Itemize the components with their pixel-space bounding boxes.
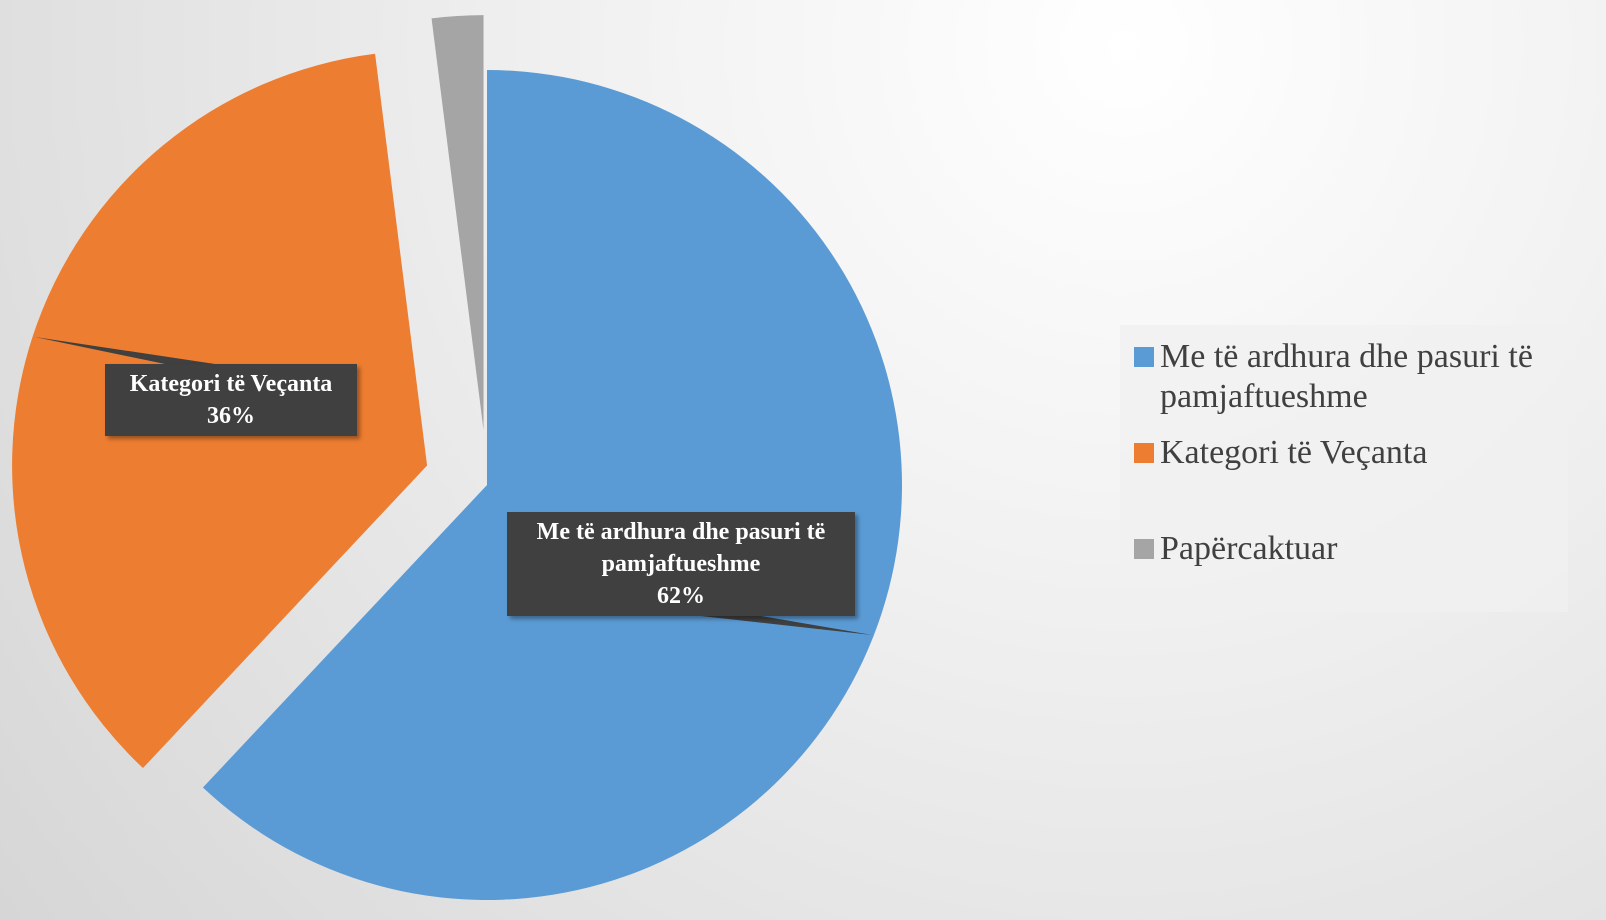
legend-label: Me të ardhura dhe pasuri të pamjaftueshm… — [1160, 338, 1533, 415]
data-label-value: 62% — [657, 583, 705, 609]
data-label: Kategori të Veçanta 36% — [105, 364, 357, 436]
legend-item: Kategori të Veçanta — [1134, 433, 1568, 473]
legend: Me të ardhura dhe pasuri të pamjaftueshm… — [1120, 325, 1568, 612]
callout-pointer — [35, 337, 215, 364]
legend-label: Papërcaktuar — [1160, 530, 1338, 567]
pie-slice — [431, 15, 484, 431]
legend-swatch — [1134, 347, 1154, 367]
pie-slice — [202, 70, 903, 900]
data-label: Me të ardhura dhe pasuri të pamjaftueshm… — [507, 512, 855, 616]
legend-item: Papërcaktuar — [1134, 529, 1568, 569]
data-label-category: Kategori të Veçanta — [129, 371, 333, 397]
data-label-category: Me të ardhura dhe pasuri të pamjaftueshm… — [536, 519, 826, 577]
legend-item: Me të ardhura dhe pasuri të pamjaftueshm… — [1134, 337, 1568, 417]
legend-label: Kategori të Veçanta — [1160, 434, 1428, 471]
legend-swatch — [1134, 443, 1154, 463]
callout-pointer — [701, 616, 872, 635]
legend-swatch — [1134, 539, 1154, 559]
data-label-value: 36% — [207, 403, 255, 429]
